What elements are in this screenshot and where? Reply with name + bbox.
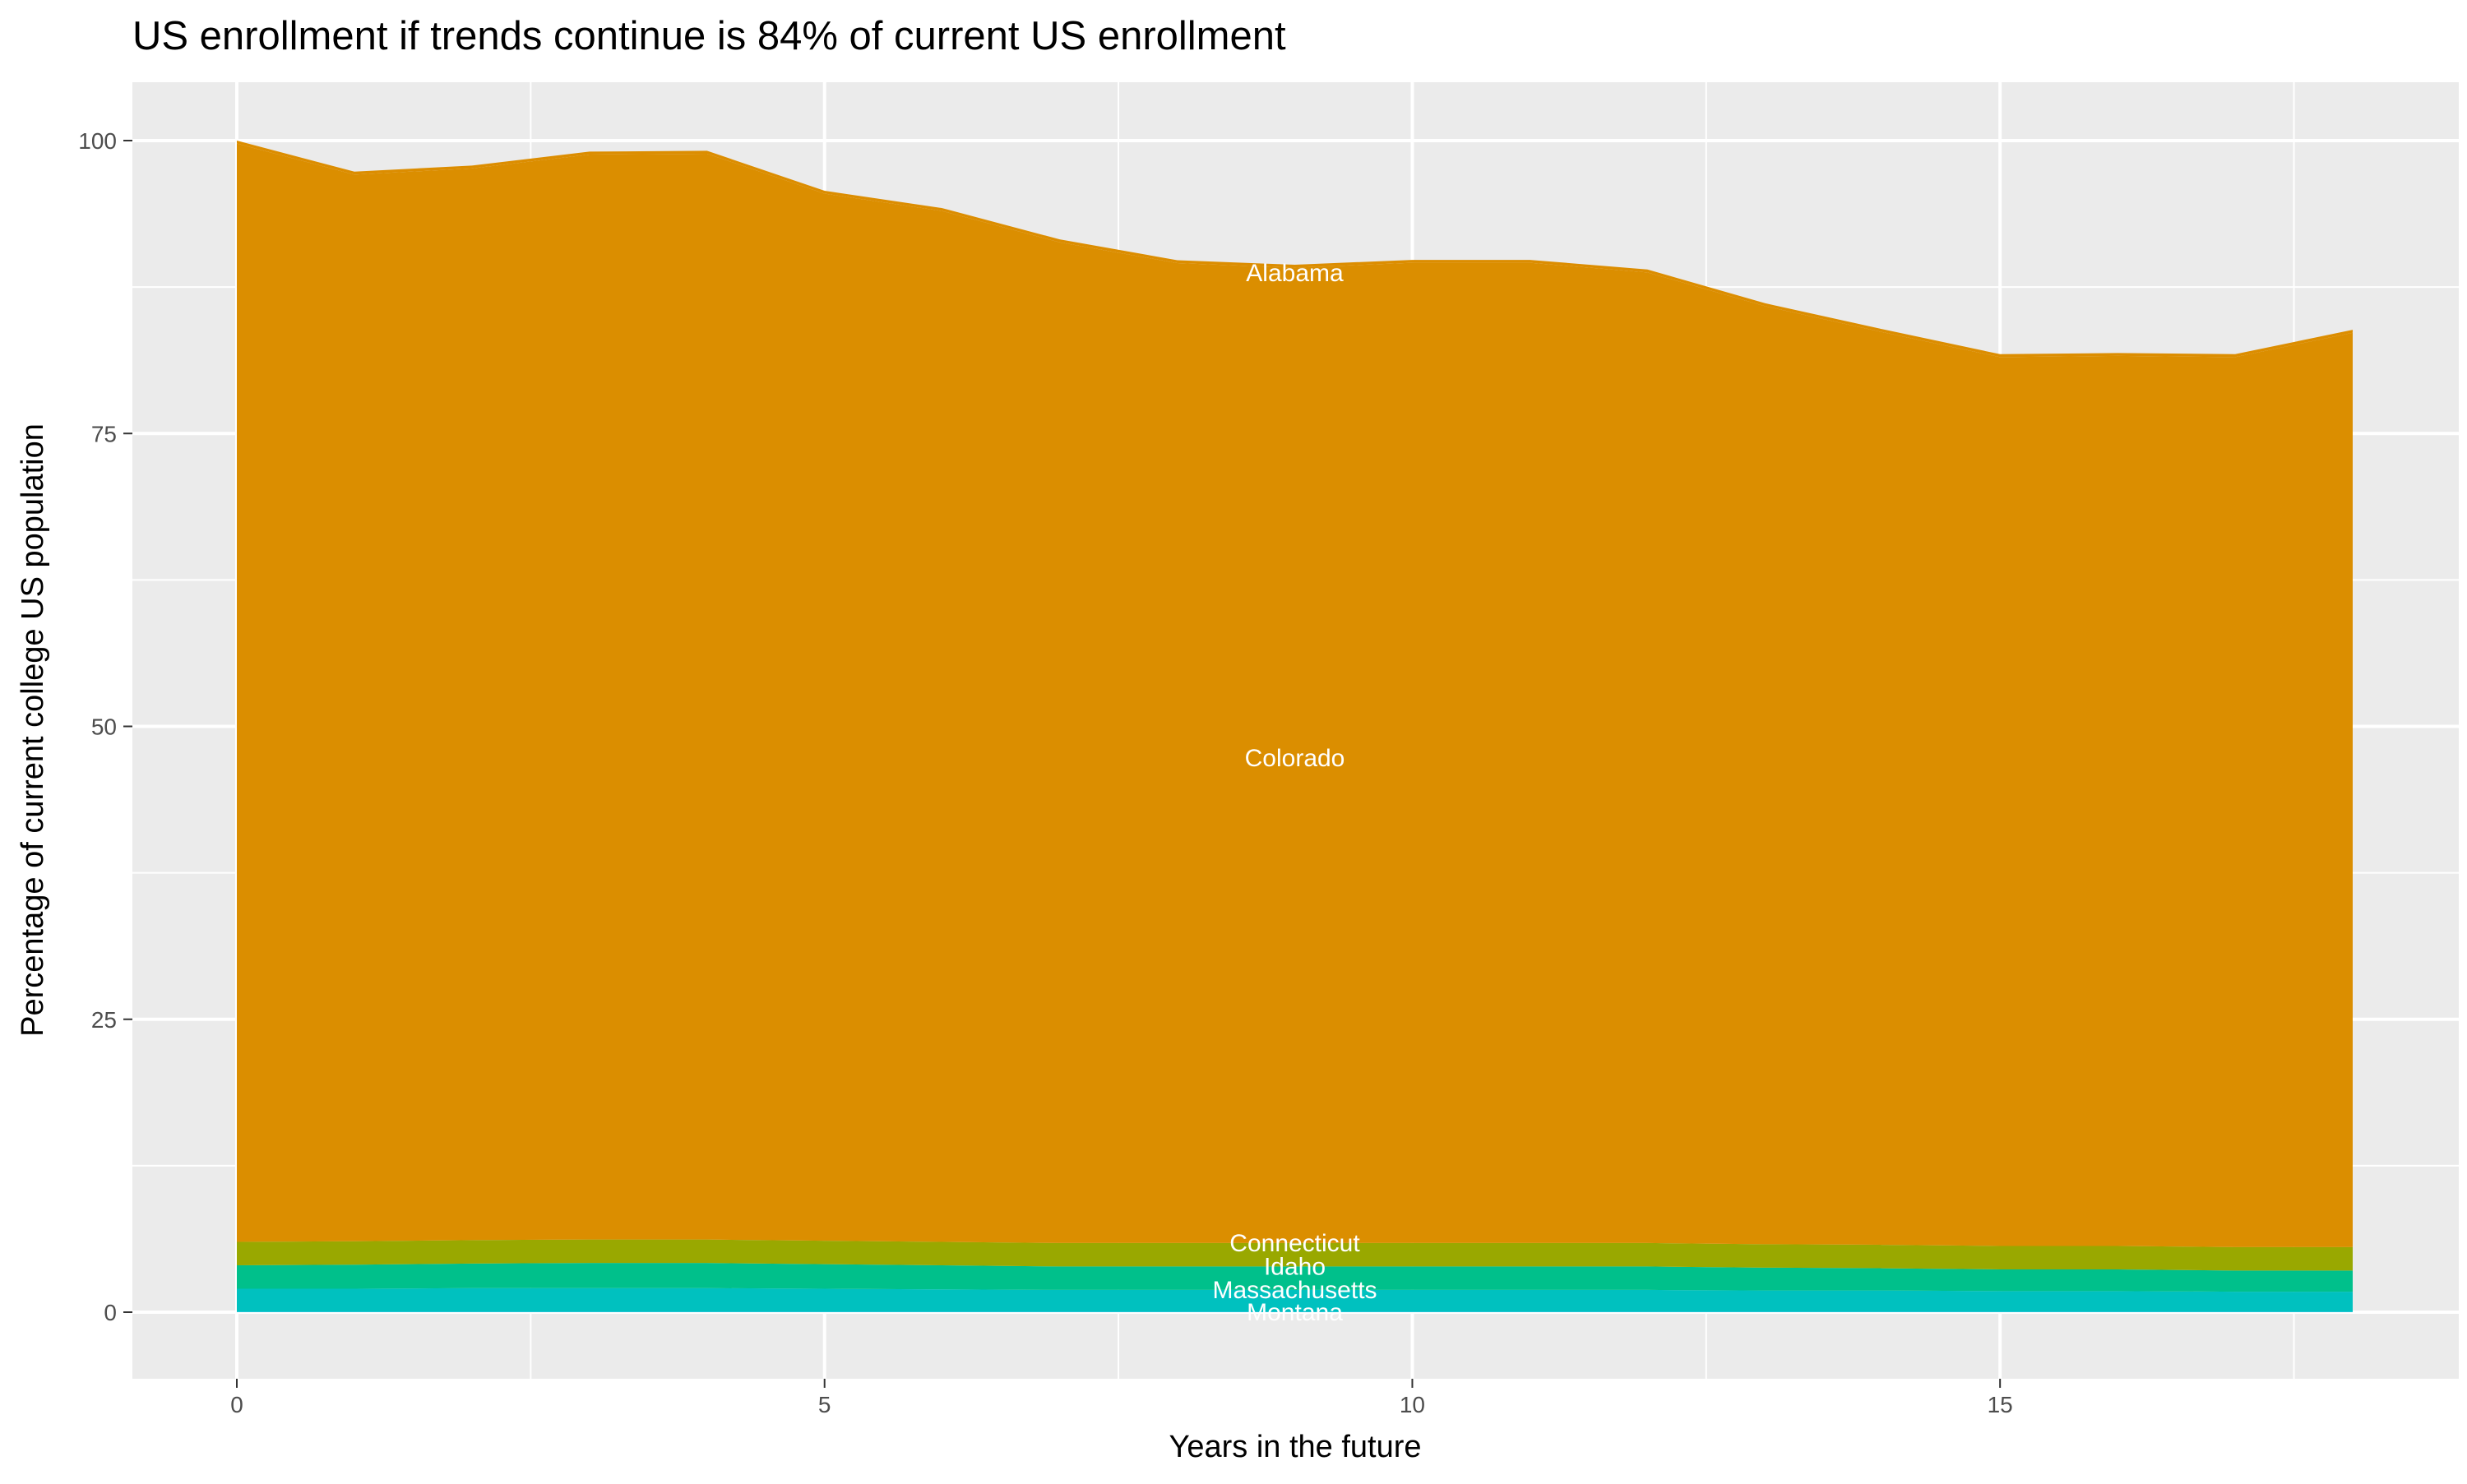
y-tick-label: 0	[104, 1300, 117, 1325]
y-tick-label: 75	[91, 421, 117, 446]
area-massachusetts	[237, 1288, 2353, 1312]
x-axis-title: Years in the future	[1169, 1430, 1421, 1464]
area-connecticut	[237, 1239, 2353, 1271]
area-layers	[237, 141, 2353, 1312]
area-label-colorado: Colorado	[1245, 745, 1345, 772]
y-tick-label: 100	[78, 128, 117, 154]
area-idaho	[237, 1263, 2353, 1292]
area-label-montana: Montana	[1247, 1299, 1343, 1326]
area-label-alabama: Alabama	[1246, 260, 1344, 287]
y-axis-title: Percentage of current college US populat…	[16, 423, 50, 1037]
area-label-idaho: Idaho	[1264, 1253, 1326, 1280]
area-colorado	[237, 143, 2353, 1247]
area-labels: Alabama Colorado ConnecticutIdahoMassachus…	[1212, 260, 1377, 1326]
y-axis: 0 25 50 75 100	[78, 128, 132, 1325]
area-montana	[237, 1311, 2353, 1312]
x-tick-label: 10	[1400, 1392, 1425, 1417]
x-axis: 0 5 10 15	[230, 1379, 2013, 1417]
area-label-connecticut: Connecticut	[1229, 1230, 1360, 1257]
x-tick-label: 15	[1988, 1392, 2013, 1417]
y-tick-label: 50	[91, 714, 117, 740]
x-tick-label: 5	[818, 1392, 831, 1417]
y-tick-label: 25	[91, 1007, 117, 1033]
x-tick-label: 0	[230, 1392, 243, 1417]
chart-title: US enrollment if trends continue is 84% …	[132, 14, 1286, 58]
area-label-massachusetts: Massachusetts	[1212, 1277, 1377, 1304]
